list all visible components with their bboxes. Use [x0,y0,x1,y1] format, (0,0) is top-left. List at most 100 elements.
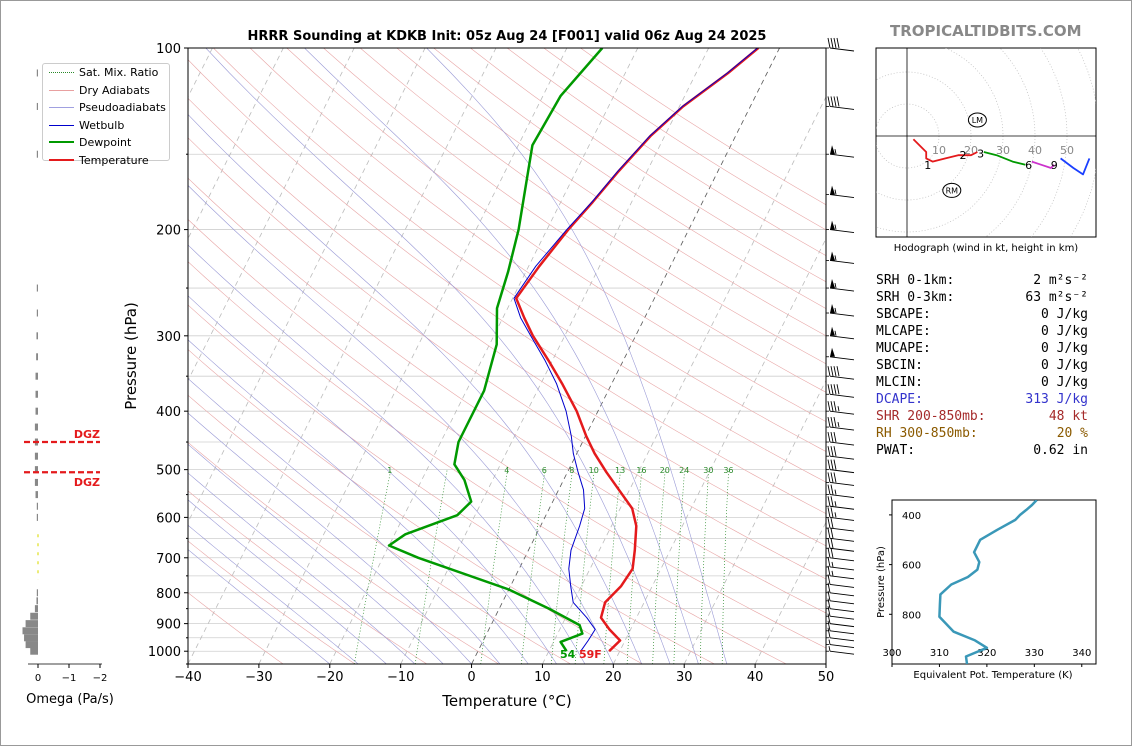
hodograph-segment [1060,157,1091,176]
index-value: 48 kt [1048,409,1088,424]
mixing-ratio-line [721,469,730,664]
dry-adiabat [188,261,787,664]
barb-staff [829,335,855,340]
barb-staff [829,630,855,635]
barb-full [827,401,831,412]
dry-adiabat [249,48,826,452]
theta-x-tick-label: 300 [882,648,901,659]
barb-full [833,431,837,443]
barb-full [827,518,831,529]
mixing-ratio-line [480,469,508,664]
wind-barb [827,547,855,562]
barb-half [834,489,837,495]
barb-full [830,37,834,49]
barb-full [830,431,834,443]
barb-full [830,484,834,495]
barb-full [830,366,834,377]
theta-e-line [938,500,1038,664]
theta-e-panel: 300 310 320 330 340 400 600 800 Equivalent Pot. … [876,499,1097,681]
omega-bar [35,390,38,398]
barb-full [836,384,840,395]
dry-adiabat [396,48,826,337]
barb-half [831,561,834,568]
moist-adiabat [188,184,614,664]
barb-half [837,421,840,428]
barb-full [836,37,840,49]
wind-barb [829,326,855,340]
barb-staff [829,47,855,52]
wind-barb [827,538,855,552]
mixing-ratio-label: 4 [504,466,509,475]
wind-barb [827,620,855,635]
hodograph-title: Hodograph (wind in kt, height in km) [894,243,1079,254]
barb-full [830,472,834,483]
legend-label: Wetbulb [79,118,125,132]
x-tick-label: 10 [534,670,551,685]
barb-full [830,518,834,529]
barb-half [834,149,837,155]
wind-barb [829,304,855,317]
barb-pennant [830,185,835,195]
moist-adiabat [188,412,472,664]
index-label: SBCAPE: [876,307,931,322]
barb-half [834,501,837,507]
wind-barbs [825,37,855,664]
dry-adiabat [433,48,826,309]
index-row: MUCAPE: 0 J/kg [876,340,1096,357]
legend-label: Sat. Mix. Ratio [79,66,159,79]
y-tick-label: 200 [156,224,181,239]
x-tick-label: −30 [245,670,272,685]
omega-bar [36,589,38,597]
omega-bar [34,452,38,460]
barb-pennant [830,220,835,230]
wind-barb [827,556,855,571]
barb-staff [829,481,855,486]
storm-motion-label: RM [946,186,959,195]
index-row: DCAPE: 313 J/kg [876,391,1096,408]
moist-adiabat [188,378,501,664]
wind-barb [827,37,855,52]
barb-staff [829,426,855,431]
index-value: 63 m²s⁻² [1025,290,1088,305]
mixing-ratio-line [603,469,621,664]
legend-item: Pseudoadiabats [43,99,169,117]
x-tick-label: 20 [605,670,622,685]
omega-bar [34,466,38,474]
omega-bar [35,407,38,415]
legend-label: Dry Adiabats [79,83,150,97]
y-tick-label: 700 [156,552,181,567]
hodograph-height-label: 6 [1025,159,1032,172]
series-temperature [514,48,760,653]
dry-adiabat [188,441,499,664]
wind-barb [828,646,855,655]
barb-full [830,401,834,412]
theta-x-tick-label: 340 [1072,648,1091,659]
barb-half [834,512,837,518]
barb-staff [829,287,855,292]
wind-barb [827,401,855,415]
omega-bar [36,353,38,361]
dry-adiabat [188,592,284,664]
barb-staff [829,575,855,580]
x-tick-label: 0 [467,670,475,685]
wind-barb [827,565,855,580]
barb-full [827,496,831,507]
moist-adiabat [426,48,728,664]
series-wetbulb [513,48,758,652]
hodograph-ring-label: 50 [1060,144,1074,157]
wind-barb [827,384,855,398]
barb-full [830,528,834,539]
barb-full [827,366,831,377]
barb-staff [829,259,855,264]
theta-frame [891,499,1097,665]
barb-staff [829,557,855,562]
moist-adiabat [188,114,642,664]
barb-full [830,416,834,428]
theta-y-axis-label: Pressure (hPa) [876,546,887,618]
legend-item: Dewpoint [43,134,169,152]
dry-adiabat [188,490,428,664]
barb-full [827,556,831,568]
barb-pennant [830,145,835,155]
